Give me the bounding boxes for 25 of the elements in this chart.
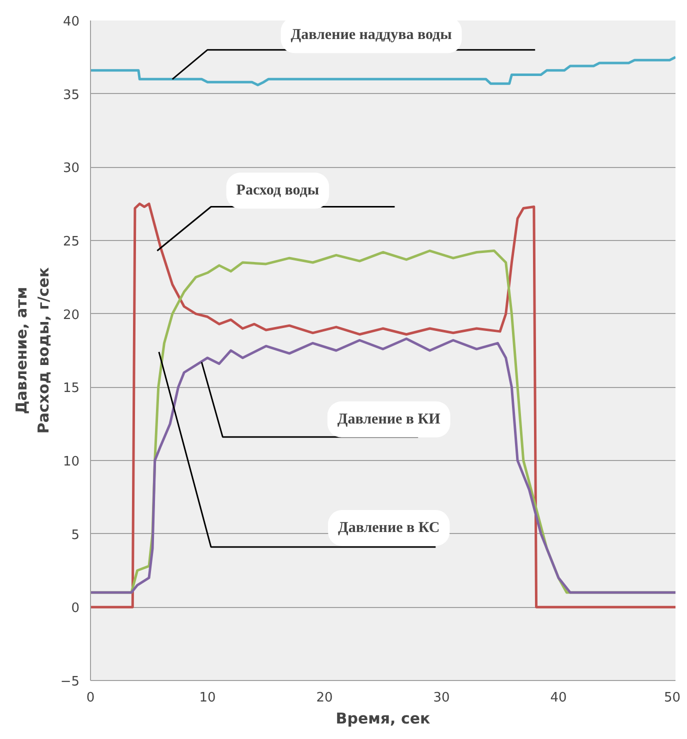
y-tick-label: 5 <box>71 528 80 543</box>
y-tick-label: 0 <box>71 601 80 616</box>
y-tick-label: 20 <box>62 308 80 323</box>
x-tick-label: 20 <box>316 690 333 706</box>
annotation: Давление в КС <box>338 520 440 536</box>
x-tick-label: 0 <box>86 690 95 706</box>
annotation: Расход воды <box>236 182 320 199</box>
x-tick-label: 30 <box>433 690 450 706</box>
y-tick-label: −5 <box>60 674 80 690</box>
y-axis-title: Давление, атм Расход воды, г/сек <box>12 267 52 434</box>
y-tick-label: 15 <box>62 381 80 396</box>
y-tick-label: 35 <box>62 88 80 103</box>
x-tick-label: 50 <box>664 690 681 706</box>
annotation: Давление в КИ <box>337 411 441 428</box>
x-tick-label: 10 <box>199 690 216 706</box>
line-series <box>90 56 676 86</box>
y-tick-label: 40 <box>62 14 80 30</box>
x-axis-title: Время, сек <box>336 710 430 728</box>
line-series <box>90 338 676 594</box>
line-series <box>90 202 676 608</box>
y-tick-label: 30 <box>62 161 80 176</box>
x-tick-label: 40 <box>550 690 567 706</box>
y-tick-label: 25 <box>62 234 80 250</box>
y-tick-label: 10 <box>62 454 80 470</box>
annotation: Давление наддува воды <box>290 27 452 44</box>
